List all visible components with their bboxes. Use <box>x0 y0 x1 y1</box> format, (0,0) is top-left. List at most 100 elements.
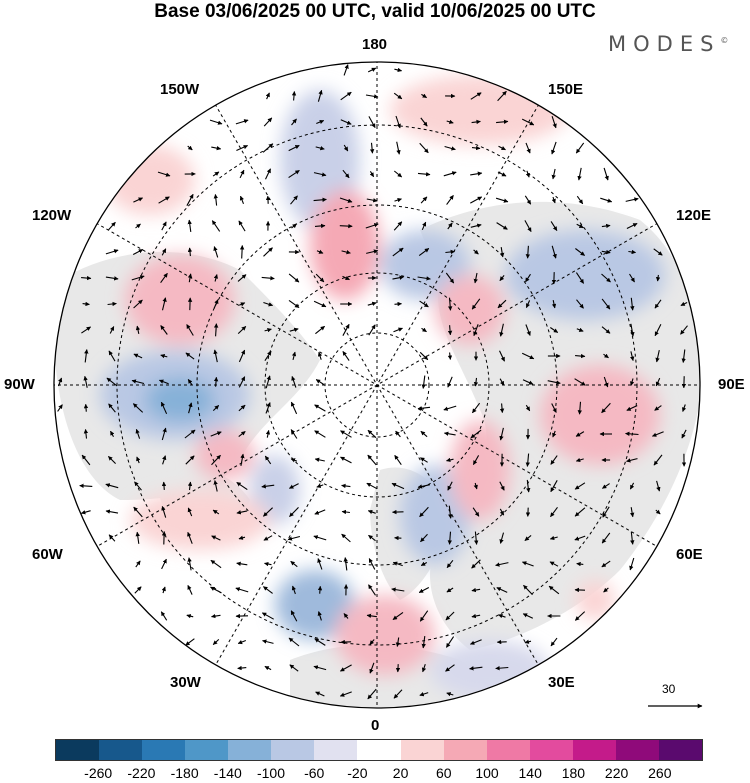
wind-vector <box>186 324 194 336</box>
colorbar-swatch <box>529 740 573 760</box>
wind-vector <box>315 379 325 385</box>
colorbar-ticks: -260 -220 -180 -140 -100 -60 -20 20 60 100 140 180 2… <box>55 765 703 781</box>
wind-vector <box>367 429 377 439</box>
wind-vector <box>395 637 401 647</box>
wind-vector <box>655 274 661 282</box>
wind-vector <box>525 404 531 412</box>
wind-vector <box>682 404 687 412</box>
wind-vector <box>367 301 377 307</box>
colorbar-swatch <box>99 740 143 760</box>
wind-vector <box>525 245 531 259</box>
wind-vector <box>264 327 272 333</box>
wind-vector <box>525 324 531 336</box>
wind-vector <box>576 327 584 332</box>
wind-vector <box>575 457 584 463</box>
wind-vector <box>446 692 454 697</box>
wind-vector <box>133 197 144 203</box>
wind-vector <box>342 323 350 336</box>
wind-vector <box>365 223 379 229</box>
wind-vectors <box>57 64 688 700</box>
wind-vector <box>655 377 661 387</box>
colorbar-tick-label: 220 <box>604 765 629 781</box>
wind-vector <box>394 197 402 203</box>
wind-vector <box>317 558 323 570</box>
wind-vector <box>394 67 403 73</box>
wind-vector <box>108 221 116 231</box>
colorbar-tick-label: -260 <box>84 765 113 781</box>
wind-vector <box>161 297 167 311</box>
wind-vector <box>135 428 141 439</box>
wind-vector <box>236 481 248 491</box>
wind-vector <box>57 404 63 412</box>
wind-vector <box>653 248 663 256</box>
wind-vector <box>313 300 327 308</box>
colorbar-tick-label: 140 <box>518 765 542 781</box>
wind-vector <box>626 458 638 463</box>
wind-vector <box>187 507 193 517</box>
wind-vector <box>314 223 326 229</box>
wind-vector <box>549 327 559 333</box>
lon-label-150w: 150W <box>160 81 200 98</box>
wind-vector <box>521 118 535 126</box>
wind-vector <box>471 145 481 151</box>
wind-vector <box>625 197 639 202</box>
wind-vector <box>236 510 248 515</box>
wind-vector <box>342 169 350 179</box>
wind-vector <box>133 506 143 518</box>
wind-vector <box>603 376 609 388</box>
wind-vector <box>369 171 375 178</box>
lon-label-90w: 90W <box>4 376 35 393</box>
wind-vector <box>473 249 479 255</box>
wind-vector <box>366 613 377 619</box>
wind-vector <box>551 116 557 129</box>
wind-vector <box>235 587 249 593</box>
wind-vector <box>161 221 167 231</box>
wind-vector <box>473 377 479 387</box>
wind-vector <box>521 352 535 360</box>
wind-vector <box>551 168 556 180</box>
wind-vector <box>629 378 635 386</box>
wind-vector <box>131 275 145 281</box>
wind-vector <box>550 455 558 465</box>
wind-vector <box>473 482 478 490</box>
wind-vector <box>577 167 582 181</box>
wind-vector <box>235 119 249 125</box>
wind-vector <box>603 587 609 593</box>
wind-vector <box>289 483 299 489</box>
wind-vector <box>471 119 481 125</box>
wind-vector <box>469 639 482 645</box>
wind-vector <box>681 349 686 363</box>
lon-label-30e: 30E <box>548 674 575 691</box>
wind-vector <box>108 534 116 542</box>
wind-vector <box>158 196 170 204</box>
wind-vector <box>290 195 298 205</box>
wind-vector <box>394 454 402 466</box>
wind-vector <box>653 454 663 466</box>
wind-vector <box>420 117 428 127</box>
wind-vector <box>525 273 531 283</box>
wind-vector <box>108 403 116 413</box>
colorbar-tick-label: -100 <box>256 765 286 781</box>
wind-vector <box>185 638 195 646</box>
wind-vector <box>212 405 220 411</box>
colorbar-swatch <box>443 740 487 760</box>
lon-label-30w: 30W <box>170 674 201 691</box>
wind-vector <box>499 275 505 281</box>
wind-vector <box>418 587 430 593</box>
wind-vector <box>210 586 222 594</box>
wind-vector <box>213 376 219 387</box>
wind-vector <box>239 245 245 259</box>
wind-vector <box>108 456 116 464</box>
wind-vector <box>134 586 142 594</box>
wind-vector <box>367 67 377 73</box>
wind-vector <box>576 195 584 205</box>
wind-vector <box>211 613 221 619</box>
wind-vector <box>448 505 453 519</box>
wind-vector <box>105 249 119 255</box>
wind-vector <box>290 429 298 439</box>
wind-vector <box>288 637 300 647</box>
wind-vector <box>237 665 247 671</box>
wind-vector <box>629 507 635 518</box>
wind-vector <box>601 249 611 255</box>
